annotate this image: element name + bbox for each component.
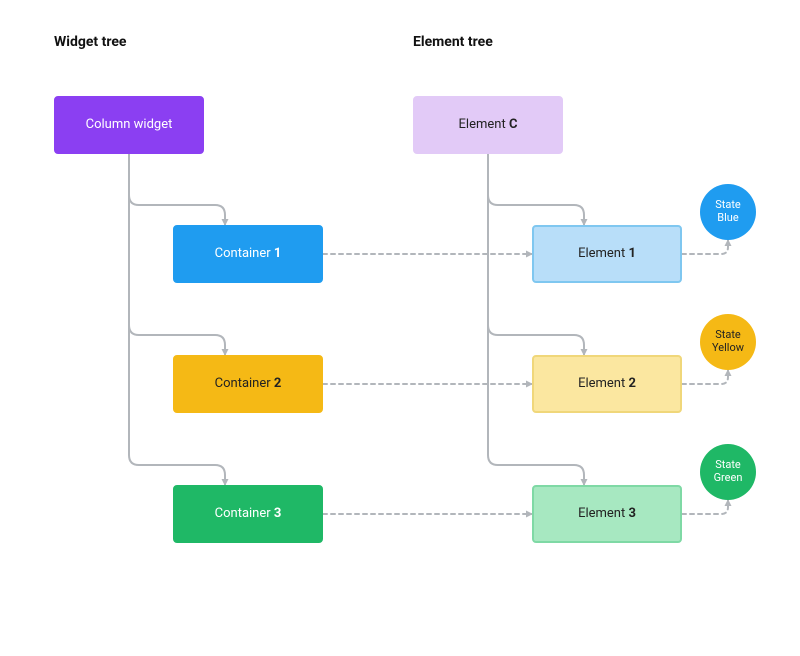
- node-label: Element 3: [578, 506, 636, 522]
- state-green-node: State Green: [700, 444, 756, 500]
- state-label-2: Green: [714, 472, 743, 485]
- diagram-canvas: Widget tree Element tree Column widget E…: [0, 0, 800, 656]
- column-widget-node: Column widget: [54, 96, 204, 154]
- element-2-node: Element 2: [532, 355, 682, 413]
- container-1-node: Container 1: [173, 225, 323, 283]
- container-3-node: Container 3: [173, 485, 323, 543]
- node-label: Container 2: [215, 376, 282, 392]
- state-label-2: Blue: [717, 212, 738, 225]
- widget-tree-heading: Widget tree: [54, 34, 126, 50]
- state-blue-node: State Blue: [700, 184, 756, 240]
- container-2-node: Container 2: [173, 355, 323, 413]
- state-label-2: Yellow: [712, 342, 744, 355]
- node-label: Element 2: [578, 376, 636, 392]
- element-c-node: Element C: [413, 96, 563, 154]
- node-label: Element C: [459, 117, 518, 133]
- element-1-node: Element 1: [532, 225, 682, 283]
- element-3-node: Element 3: [532, 485, 682, 543]
- node-label: Element 1: [578, 246, 636, 262]
- node-label: Container 1: [215, 246, 282, 262]
- node-label: Column widget: [86, 117, 173, 133]
- state-yellow-node: State Yellow: [700, 314, 756, 370]
- element-tree-heading: Element tree: [413, 34, 493, 50]
- node-label: Container 3: [215, 506, 282, 522]
